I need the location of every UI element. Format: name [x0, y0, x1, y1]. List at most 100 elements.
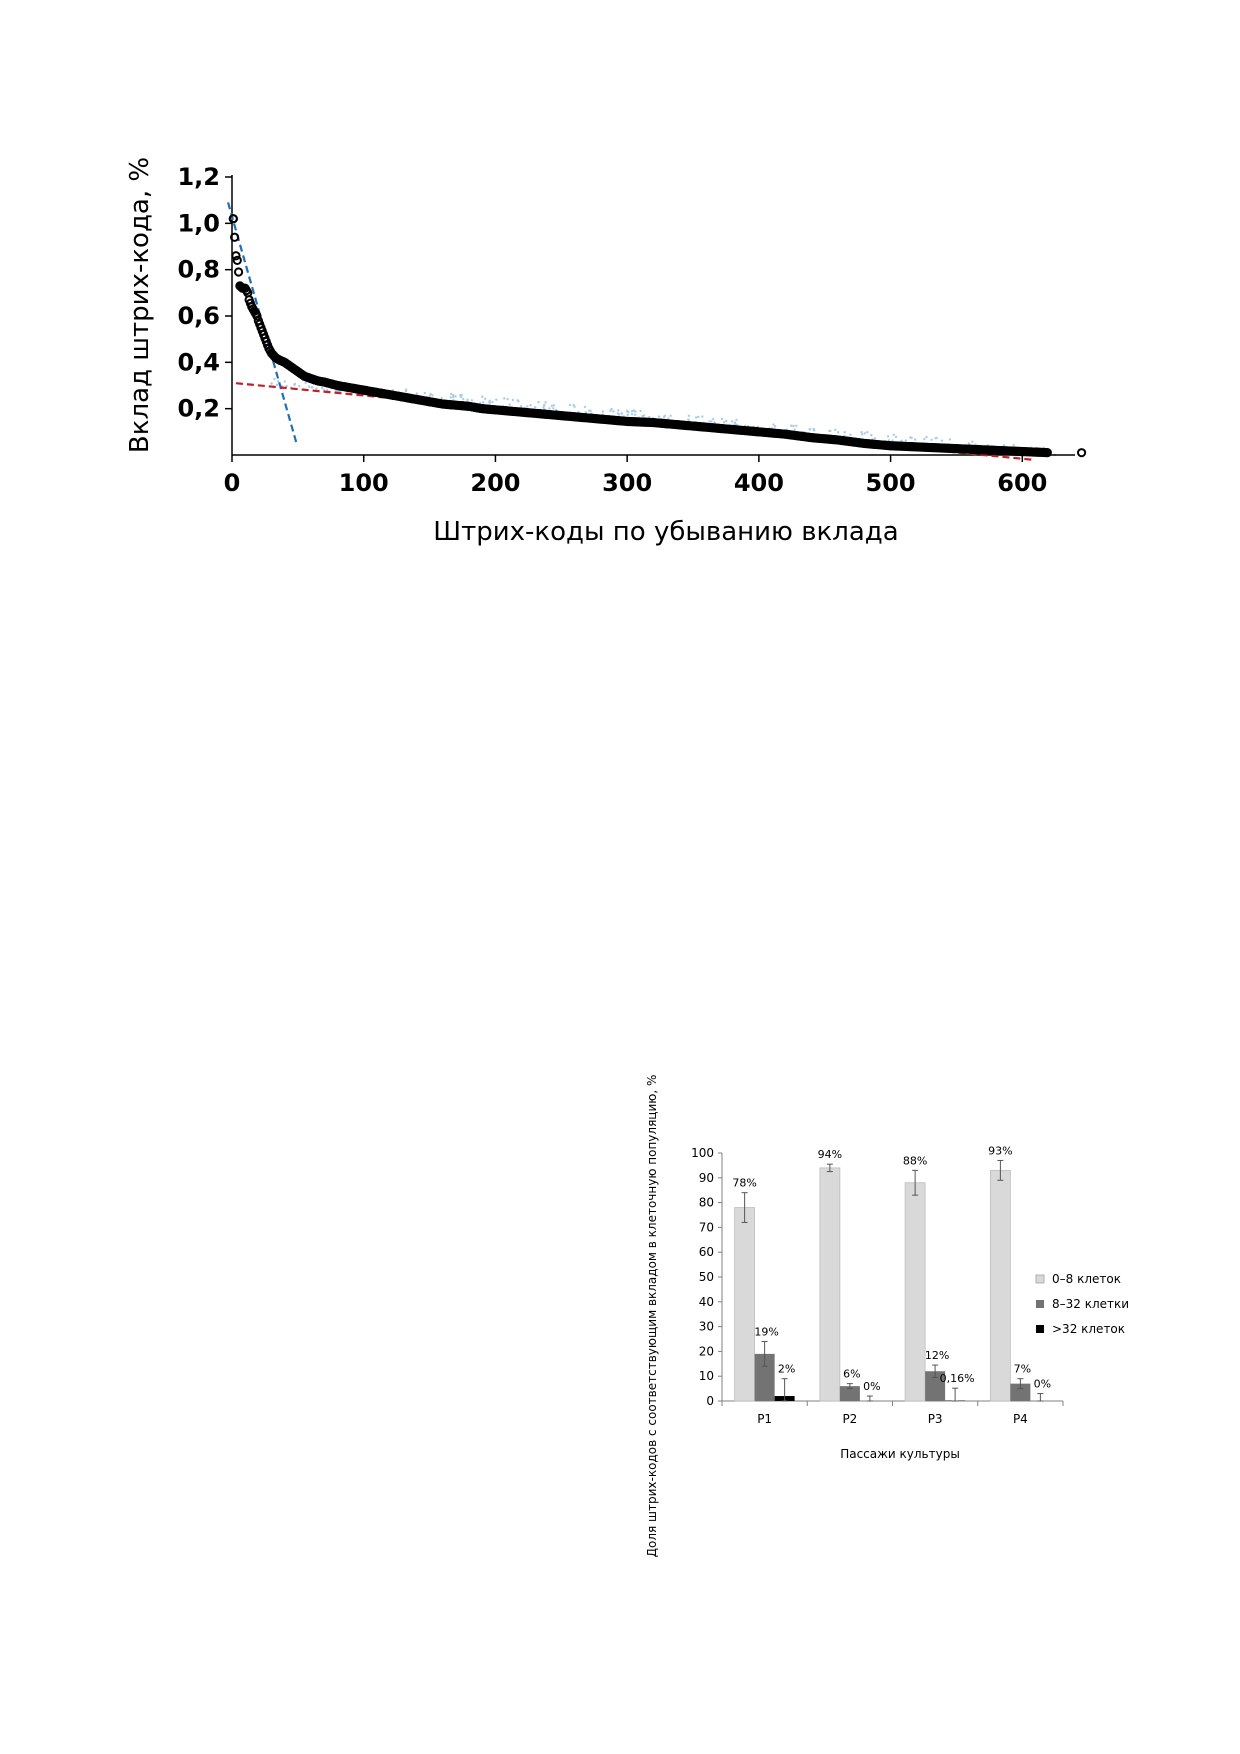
y-tick-label: 0,4: [177, 348, 220, 376]
noise-dot: [723, 421, 726, 424]
noise-dot: [634, 410, 637, 413]
noise-dot: [503, 397, 506, 400]
error-bars-layer: [741, 1159, 1044, 1402]
noise-dot: [460, 393, 463, 397]
noise-dot: [488, 400, 491, 403]
legend-swatch: [1036, 1300, 1044, 1308]
noise-dot: [620, 412, 623, 415]
noise-dot: [610, 407, 613, 411]
noise-dot: [940, 439, 944, 442]
noise-dot: [701, 415, 704, 418]
legend-swatch: [1035, 1274, 1045, 1284]
legend-label: 8–32 клетки: [1052, 1297, 1129, 1311]
bar: [734, 1207, 756, 1402]
noise-dot: [795, 424, 798, 428]
noise-dot: [495, 398, 498, 401]
bar-y-tick-label: 20: [699, 1344, 714, 1358]
noise-dot: [304, 381, 307, 385]
data-label: 0%: [1034, 1378, 1051, 1391]
bar-y-tick-label: 50: [699, 1270, 714, 1284]
bar: [819, 1167, 841, 1402]
noise-dot: [429, 392, 432, 396]
noise-dot: [773, 425, 777, 428]
noise-dot: [808, 427, 812, 431]
noise-dot: [948, 438, 952, 441]
noise-dot: [452, 395, 455, 399]
noise-dot: [583, 405, 587, 409]
data-label: 12%: [925, 1349, 949, 1362]
noise-dot: [334, 389, 338, 393]
noise-dot: [894, 435, 898, 439]
category-label: P3: [928, 1412, 943, 1426]
noise-dot: [789, 424, 793, 427]
bar: [754, 1353, 775, 1401]
noise-dot: [450, 392, 453, 396]
noise-dot: [669, 414, 672, 418]
x-tick-label: 300: [602, 469, 652, 497]
noise-dot: [440, 397, 443, 400]
noise-dot: [550, 404, 554, 408]
noise-dot: [617, 413, 621, 416]
noise-dot: [298, 384, 301, 388]
x-tick-label: 200: [470, 469, 520, 497]
bar: [839, 1386, 860, 1401]
noise-dot: [320, 386, 324, 390]
noise-dot: [460, 395, 463, 399]
noise-dot: [293, 383, 296, 386]
data-label: 7%: [1014, 1363, 1031, 1376]
noise-dot: [971, 440, 974, 443]
noise-dot: [828, 429, 831, 433]
noise-dot: [612, 410, 615, 413]
noise-dot: [843, 431, 846, 434]
noise-dot: [609, 409, 612, 413]
barcode-contribution-chart: 0,2 0,4 0,6 0,8 1,0 1,2 0 100 200 300 400 500 600 Шт…: [125, 157, 1087, 547]
noise-dot: [466, 398, 469, 401]
x-axis: [231, 454, 1075, 462]
noise-dot: [734, 423, 738, 426]
noise-dot: [491, 400, 494, 404]
noise-dot: [904, 439, 908, 442]
noise-dot: [508, 403, 511, 406]
noise-dot: [415, 392, 419, 395]
category-label: P4: [1013, 1412, 1028, 1426]
bar-x-axis-title: Пассажи культуры: [840, 1447, 960, 1461]
noise-dot: [886, 435, 890, 438]
noise-dot: [307, 385, 311, 388]
noise-dot: [925, 435, 928, 439]
noise-dot: [870, 433, 873, 437]
x-tick-label: 100: [339, 469, 389, 497]
noise-dot: [310, 386, 314, 389]
noise-dot: [601, 410, 605, 413]
noise-dot: [462, 397, 465, 401]
noise-dot: [276, 380, 280, 383]
noise-dot: [772, 423, 775, 426]
noise-dot: [423, 391, 427, 395]
noise-dot: [431, 394, 434, 397]
noise-dot: [1002, 444, 1006, 447]
noise-dot: [792, 424, 795, 428]
points-layer: [228, 214, 1087, 458]
noise-dot: [273, 377, 276, 381]
noise-dot: [483, 397, 487, 400]
noise-dot: [730, 420, 734, 423]
noise-dot: [930, 438, 933, 441]
legend-label: 0–8 клеток: [1052, 1272, 1121, 1286]
noise-dot: [860, 431, 863, 434]
noise-dot: [733, 421, 737, 424]
data-label: 2%: [778, 1363, 795, 1376]
noise-dot: [934, 437, 937, 440]
y-tick-label: 1,0: [177, 209, 220, 237]
noise-dot: [630, 412, 634, 416]
data-point: [232, 255, 242, 265]
data-point: [228, 214, 238, 224]
noise-dot: [662, 416, 666, 419]
noise-dot: [548, 407, 551, 410]
bar-y-tick-label: 10: [699, 1369, 714, 1383]
bar-y-tick-label: 80: [699, 1196, 714, 1210]
noise-dot: [625, 409, 629, 413]
bar-y-tick-label: 30: [699, 1320, 714, 1334]
noise-dot: [544, 401, 547, 404]
noise-dot: [568, 403, 572, 407]
noise-dot: [526, 405, 529, 408]
noise-dot: [315, 387, 318, 390]
